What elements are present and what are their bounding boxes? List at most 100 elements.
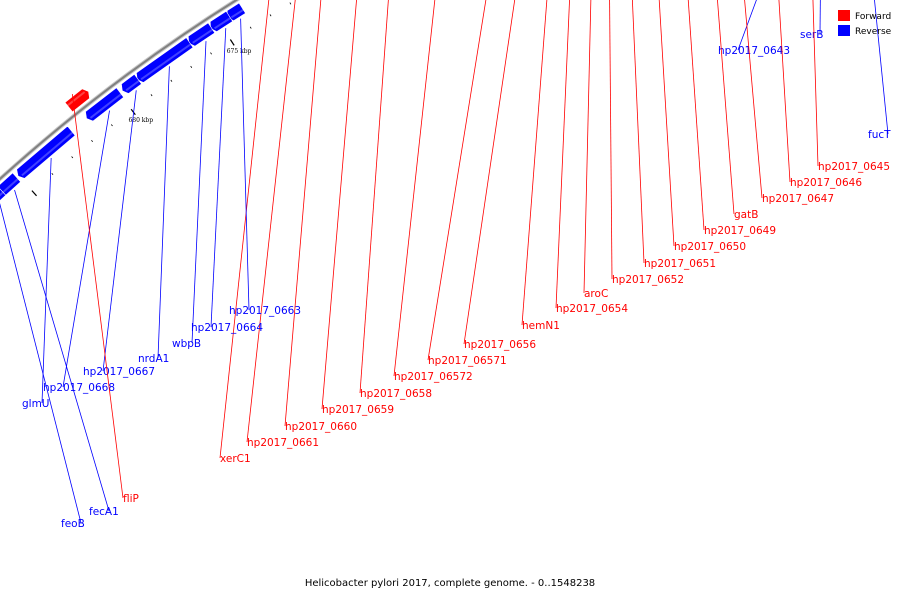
legend-label: Reverse bbox=[855, 27, 892, 37]
feature-shade bbox=[66, 91, 86, 107]
leader-line bbox=[62, 110, 110, 388]
feature-label[interactable]: hemN1 bbox=[522, 320, 560, 332]
feature-label[interactable]: fecA1 bbox=[89, 506, 119, 518]
leader-line bbox=[631, 0, 645, 264]
feature-label[interactable]: hp2017_0654 bbox=[556, 303, 628, 315]
feature-label[interactable]: hp2017_0663 bbox=[229, 305, 301, 317]
feature-label[interactable]: serB bbox=[800, 29, 823, 41]
feature-label[interactable]: hp2017_0661 bbox=[247, 437, 319, 449]
feature-label[interactable]: hp2017_06571 bbox=[428, 355, 507, 367]
feature-label[interactable]: hp2017_0668 bbox=[43, 382, 115, 394]
feature-label[interactable]: hp2017_06572 bbox=[394, 371, 473, 383]
feature-shade bbox=[125, 79, 140, 92]
label-layer: serB hp2017_0643 fucT hp2017_0645 hp2017_064… bbox=[0, 0, 891, 530]
feature-label[interactable]: wbpB bbox=[172, 338, 201, 350]
leader-line bbox=[778, 0, 791, 183]
feature-label[interactable]: xerC1 bbox=[220, 453, 251, 465]
feature-shade bbox=[230, 8, 244, 19]
feature-label[interactable]: hp2017_0660 bbox=[285, 421, 357, 433]
minor-tick bbox=[190, 65, 193, 68]
feature-shade bbox=[89, 93, 122, 119]
backbone-layer bbox=[0, 0, 241, 182]
feature-label[interactable]: hp2017_0646 bbox=[790, 177, 862, 189]
legend-label: Forward bbox=[855, 12, 891, 22]
feature-label[interactable]: nrdA1 bbox=[138, 353, 169, 365]
major-tick bbox=[31, 190, 37, 197]
leader-line bbox=[359, 0, 389, 394]
feature-shade bbox=[192, 28, 214, 44]
genome-caption: Helicobacter pylori 2017, complete genom… bbox=[304, 578, 596, 589]
feature-hp2017_0663 bbox=[226, 2, 246, 22]
leader-line bbox=[41, 157, 52, 404]
feature-label[interactable]: hp2017_0664 bbox=[191, 322, 263, 334]
minor-tick bbox=[150, 94, 153, 97]
leader-line bbox=[463, 0, 516, 345]
leader-line bbox=[102, 90, 137, 372]
tick-label: 675 kbp bbox=[227, 48, 252, 55]
backbone bbox=[0, 0, 239, 181]
leader-line bbox=[71, 94, 124, 499]
feature-label[interactable]: hp2017_0656 bbox=[464, 339, 536, 351]
leader-line bbox=[219, 0, 270, 459]
feature-label[interactable]: hp2017_0650 bbox=[674, 241, 746, 253]
leader-line bbox=[157, 66, 170, 359]
feature-label[interactable]: hp2017_0645 bbox=[818, 161, 890, 173]
tick-label: 680 kbp bbox=[128, 117, 153, 124]
minor-tick bbox=[51, 173, 54, 176]
feature-shade bbox=[21, 131, 74, 177]
minor-tick bbox=[71, 156, 74, 159]
feature-feoB bbox=[0, 188, 7, 201]
leader-line bbox=[658, 0, 675, 247]
feature-label[interactable]: hp2017_0667 bbox=[83, 366, 155, 378]
feature-shade bbox=[0, 191, 4, 197]
legend-swatch bbox=[838, 10, 850, 21]
feature-layer bbox=[0, 2, 246, 201]
feature-label[interactable]: feoB bbox=[61, 518, 85, 530]
leader-line bbox=[521, 0, 548, 326]
feature-label[interactable]: gatB bbox=[734, 209, 758, 221]
feature-label[interactable]: hp2017_0649 bbox=[704, 225, 776, 237]
leader-line bbox=[717, 0, 735, 215]
leader-line bbox=[583, 0, 592, 294]
leader-line bbox=[240, 18, 250, 311]
feature-glmU bbox=[16, 125, 76, 179]
leader-line bbox=[744, 0, 763, 199]
feature-hp2017_0664 bbox=[209, 10, 234, 32]
feature-hp2017_0668 bbox=[85, 87, 125, 122]
leader-line bbox=[427, 0, 487, 361]
feature-label[interactable]: aroC bbox=[584, 288, 608, 300]
feature-shade bbox=[2, 178, 19, 194]
feature-label[interactable]: hp2017_0651 bbox=[644, 258, 716, 270]
leader-line bbox=[393, 0, 436, 377]
leader-line bbox=[321, 0, 357, 410]
feature-label[interactable]: hp2017_0647 bbox=[762, 193, 834, 205]
feature-label[interactable]: hp2017_0643 bbox=[718, 45, 790, 57]
tick-layer: 645 kbp650 kbp655 kbp660 kbp665 kbp670 k… bbox=[31, 2, 292, 197]
feature-shade bbox=[140, 43, 192, 81]
minor-tick bbox=[269, 14, 272, 17]
leader-line bbox=[812, 0, 819, 167]
minor-tick bbox=[289, 2, 292, 5]
feature-nrdA1 bbox=[136, 37, 194, 83]
minor-tick bbox=[170, 79, 173, 82]
leader-line bbox=[284, 0, 322, 427]
major-tick bbox=[229, 39, 235, 46]
leader-line bbox=[0, 203, 82, 524]
major-tick bbox=[130, 108, 136, 116]
feature-label[interactable]: hp2017_0659 bbox=[322, 404, 394, 416]
feature-fliP bbox=[64, 88, 90, 113]
legend-swatch bbox=[838, 25, 850, 36]
feature-label[interactable]: fucT bbox=[868, 129, 891, 141]
leader-line bbox=[210, 28, 227, 328]
feature-label[interactable]: glmU bbox=[22, 398, 50, 410]
feature-label[interactable]: fliP bbox=[123, 493, 139, 505]
leader-line bbox=[874, 0, 889, 135]
leader-line bbox=[737, 0, 757, 51]
feature-label[interactable]: hp2017_0652 bbox=[612, 274, 684, 286]
minor-tick bbox=[91, 139, 94, 143]
feature-hp2017_0667 bbox=[121, 73, 142, 94]
feature-label[interactable]: hp2017_0658 bbox=[360, 388, 432, 400]
leader-line bbox=[191, 41, 207, 344]
feature-shade bbox=[214, 17, 232, 30]
feature-wbpB bbox=[187, 22, 216, 47]
